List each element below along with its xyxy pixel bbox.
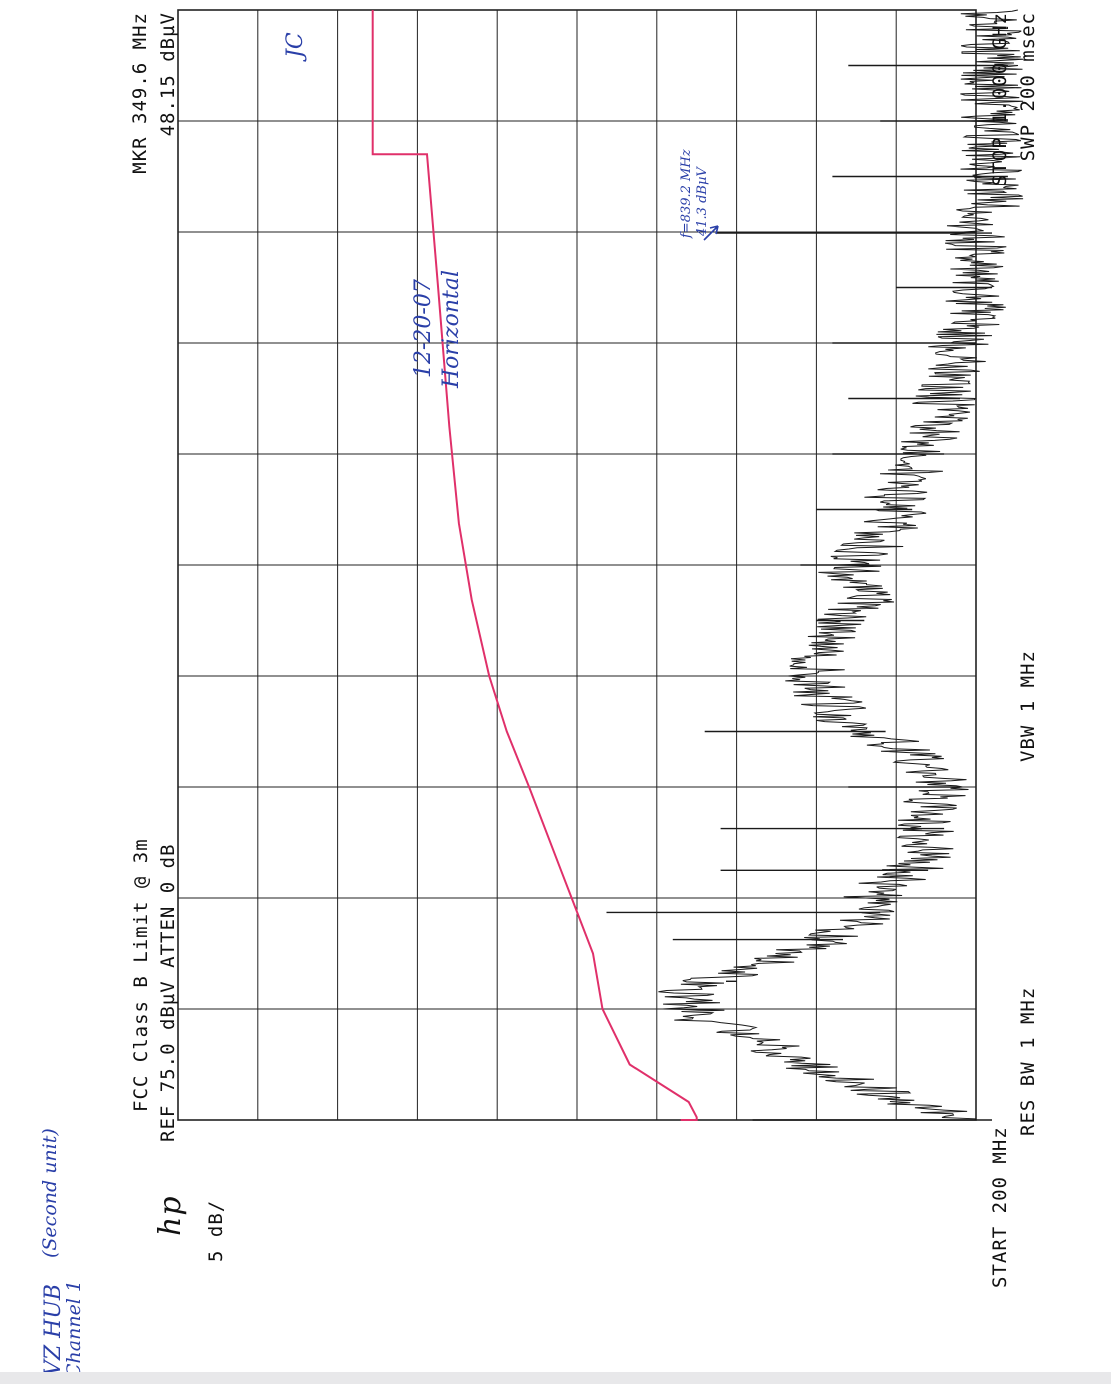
sweep-time: SWP 200 msec (1017, 12, 1039, 161)
video-bandwidth: VBW 1 MHz (1017, 650, 1039, 762)
marker-frequency: MKR 349.6 MHz (129, 12, 151, 174)
plot-grid (177, 9, 977, 1121)
limit-line (371, 10, 698, 1121)
annotation-arrow-icon (703, 225, 719, 241)
scan-edge (0, 1372, 1111, 1384)
handwritten-note-frequency: f=839.2 MHz (679, 149, 694, 239)
start-frequency: START 200 MHz (989, 1126, 1011, 1288)
handwritten-date: 12-20-07 (411, 279, 436, 378)
scale-label: 5 dB/ (205, 1200, 227, 1262)
ref-line: REF 75.0 dBµV ATTEN 0 dB (157, 843, 179, 1142)
handwritten-unit: (Second unit) (39, 1128, 61, 1258)
handwritten-polarization: Horizontal (439, 270, 464, 389)
resolution-bandwidth: RES BW 1 MHz (1017, 987, 1039, 1136)
plot-traces (371, 9, 1024, 1121)
marker-level: 48.15 dBµV (157, 12, 179, 136)
handwritten-note-level: 41.3 dBµV (695, 166, 710, 237)
stop-frequency: STOP 1.000 GHz (989, 12, 1011, 186)
handwritten-initials: JC (283, 32, 308, 62)
title-line: FCC Class B Limit @ 3m (130, 838, 152, 1112)
hp-logo: hp (153, 1195, 188, 1236)
handwritten-device: VZ HUB (41, 1284, 66, 1376)
handwritten-channel: Channel 1 (63, 1280, 85, 1378)
